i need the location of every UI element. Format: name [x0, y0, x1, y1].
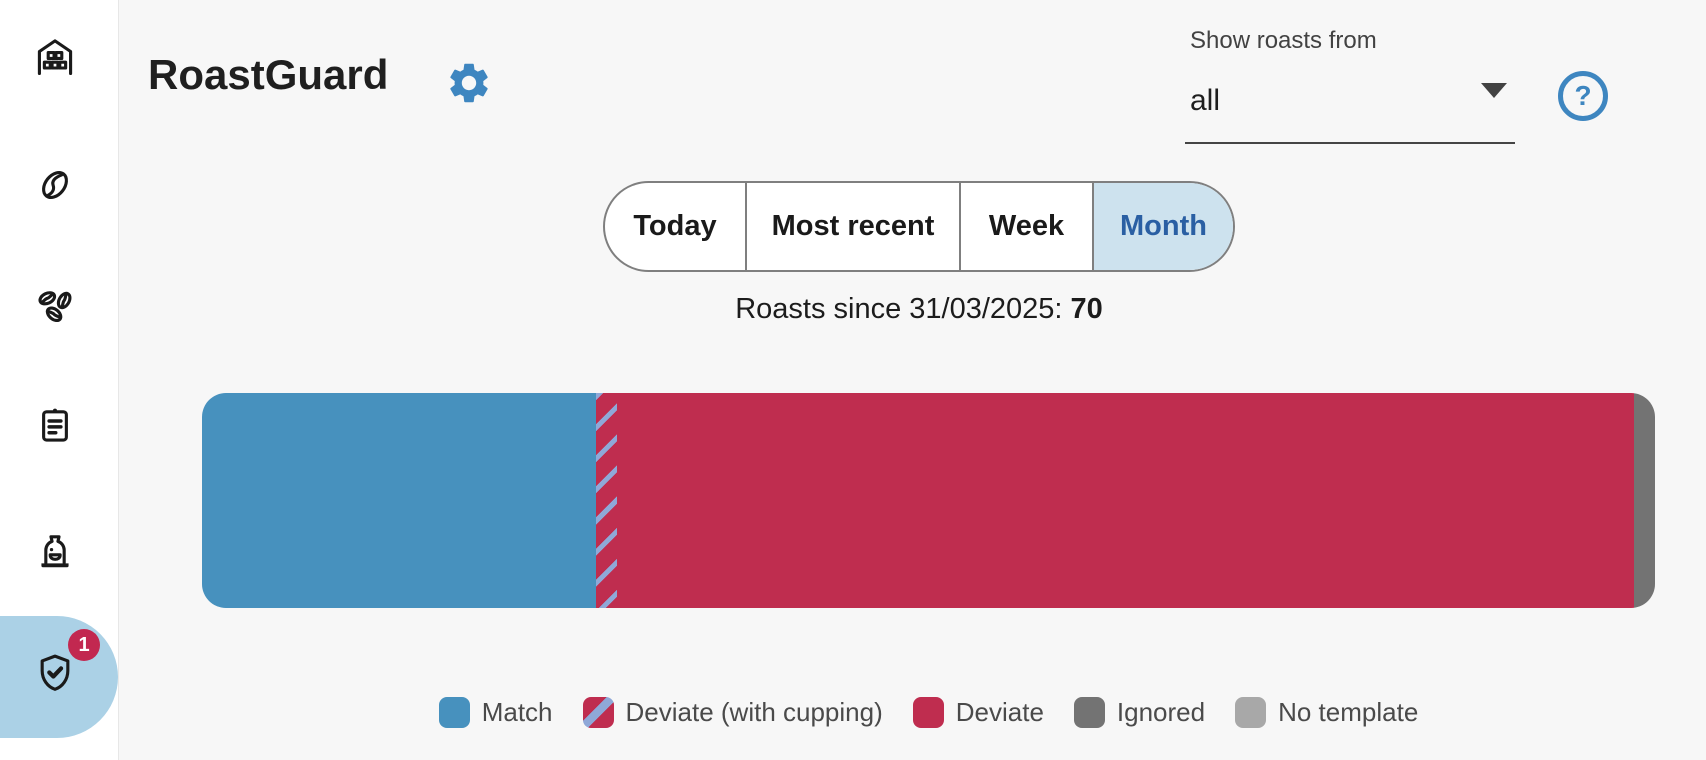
- shield-check-icon: [33, 651, 77, 695]
- show-roasts-select[interactable]: all: [1185, 74, 1515, 144]
- legend-label: Match: [481, 697, 553, 727]
- legend-item-no-template: No template: [1235, 697, 1418, 728]
- sidebar-item-green-beans[interactable]: [33, 284, 77, 328]
- chevron-down-icon: [1481, 83, 1507, 98]
- coffee-bean-icon: [33, 163, 77, 207]
- question-mark-icon: ?: [1574, 80, 1592, 111]
- notification-badge: 1: [68, 629, 100, 661]
- tab-today[interactable]: Today: [605, 183, 745, 270]
- legend-item-deviate-with-cupping: Deviate (with cupping): [582, 697, 883, 728]
- sidebar-item-roaster[interactable]: [33, 528, 77, 572]
- bar-segment-ignored[interactable]: [1634, 393, 1655, 608]
- roaster-icon: [33, 528, 77, 572]
- filter-label: Show roasts from: [1190, 27, 1377, 54]
- legend-swatch-ignored: [1073, 697, 1105, 728]
- summary-count: 70: [1070, 293, 1103, 325]
- legend-swatch-deviate-with-cupping: [582, 697, 614, 728]
- summary-text: Roasts since 31/03/2025:: [735, 293, 1071, 325]
- roast-status-stacked-bar: [202, 393, 1655, 608]
- clipboard-icon: [33, 403, 77, 447]
- tab-week[interactable]: Week: [959, 183, 1092, 270]
- tab-most-recent[interactable]: Most recent: [745, 183, 959, 270]
- legend-swatch-no-template: [1235, 697, 1267, 728]
- help-button[interactable]: ?: [1558, 71, 1608, 121]
- select-value: all: [1190, 84, 1221, 117]
- legend-label: Ignored: [1116, 697, 1206, 727]
- legend-label: Deviate (with cupping): [625, 697, 883, 727]
- warehouse-icon: [33, 35, 77, 79]
- bar-segment-deviate[interactable]: [617, 393, 1635, 608]
- bar-segment-match[interactable]: [202, 393, 597, 608]
- legend-swatch-deviate: [912, 697, 944, 728]
- gear-icon[interactable]: [445, 59, 493, 107]
- legend-label: Deviate: [955, 697, 1044, 727]
- bar-segment-deviate-with-cupping[interactable]: [596, 393, 618, 608]
- sidebar: 1: [0, 0, 119, 760]
- time-range-tabs: Today Most recent Week Month: [603, 181, 1235, 272]
- legend-item-ignored: Ignored: [1073, 697, 1206, 728]
- legend-item-deviate: Deviate: [912, 697, 1044, 728]
- legend-swatch-match: [438, 697, 470, 728]
- sidebar-item-warehouse[interactable]: [33, 35, 77, 79]
- page-title: RoastGuard: [148, 51, 389, 98]
- legend-label: No template: [1278, 697, 1419, 727]
- sidebar-item-roastguard[interactable]: 1: [0, 616, 118, 738]
- coffee-beans-icon: [33, 284, 77, 328]
- legend-item-match: Match: [438, 697, 553, 728]
- sidebar-item-coffee-bean[interactable]: [33, 163, 77, 207]
- sidebar-item-roast-log[interactable]: [33, 403, 77, 447]
- tab-month[interactable]: Month: [1092, 183, 1233, 270]
- chart-legend: Match Deviate (with cupping) Deviate Ignore…: [202, 697, 1655, 728]
- roast-count-summary: Roasts since 31/03/2025: 70: [603, 293, 1235, 326]
